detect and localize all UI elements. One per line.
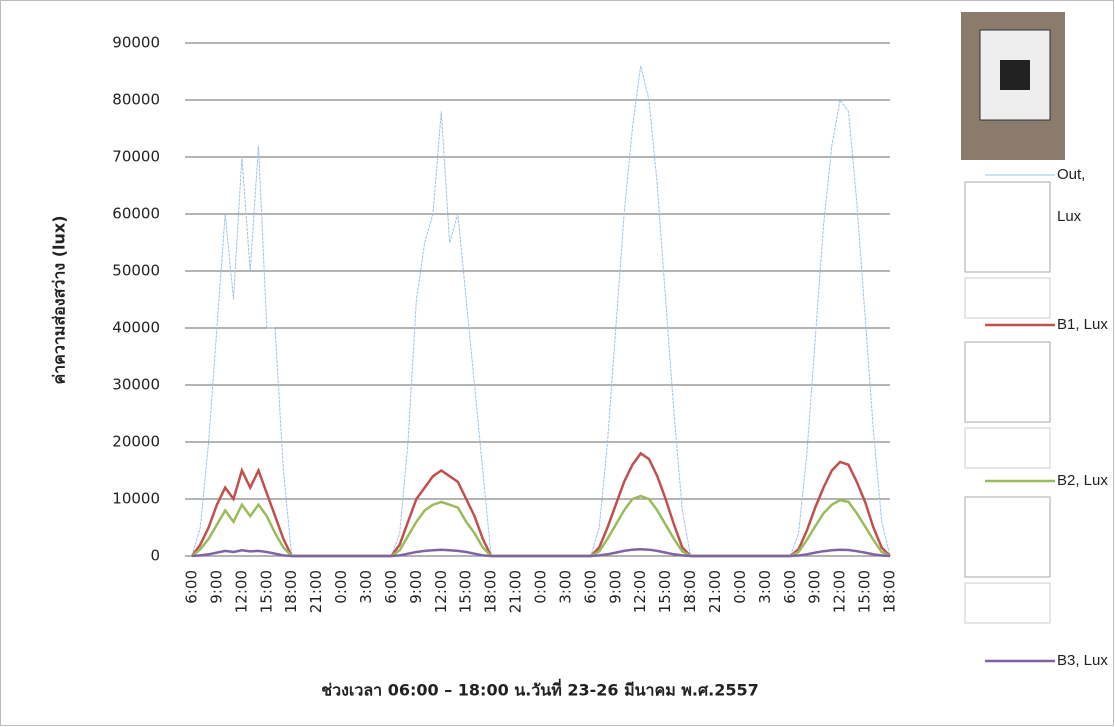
x-tick-label: 6:00 <box>581 570 599 604</box>
photo-grid <box>1000 60 1030 90</box>
x-tick-label: 15:00 <box>656 570 674 613</box>
x-tick-label: 15:00 <box>257 570 275 613</box>
schematic <box>964 181 1051 273</box>
y-tick-label: 80000 <box>112 91 160 109</box>
legend-label: B1, Lux <box>1057 316 1108 333</box>
y-tick-label: 60000 <box>112 205 160 223</box>
legend-label: B3, Lux <box>1057 652 1108 669</box>
schematic <box>964 496 1051 578</box>
legend-label: B2, Lux <box>1057 472 1108 489</box>
y-tick-label: 30000 <box>112 376 160 394</box>
x-tick-label: 3:00 <box>756 570 774 604</box>
x-tick-label: 6:00 <box>183 570 201 604</box>
x-tick-label: 15:00 <box>457 570 475 613</box>
schematic-base <box>964 277 1051 319</box>
x-tick-label: 12:00 <box>831 570 849 613</box>
y-tick-label: 70000 <box>112 148 160 166</box>
x-tick-label: 18:00 <box>482 570 500 613</box>
series-line <box>191 547 891 558</box>
x-tick-label: 21:00 <box>507 570 525 613</box>
x-tick-label: 12:00 <box>631 570 649 613</box>
x-tick-label: 9:00 <box>606 570 624 604</box>
x-tick-label: 6:00 <box>382 570 400 604</box>
x-tick-label: 18:00 <box>681 570 699 613</box>
x-tick-label: 0:00 <box>532 570 550 604</box>
x-axis-title: ช่วงเวลา 06:00 – 18:00 น.วันที่ 23-26 มี… <box>321 679 759 700</box>
x-tick-label: 18:00 <box>282 570 300 613</box>
y-tick-label: 20000 <box>112 433 160 451</box>
x-tick-label: 21:00 <box>307 570 325 613</box>
schematic-base <box>964 427 1051 469</box>
y-axis-title: ค่าความส่องสว่าง (lux) <box>50 215 69 384</box>
x-tick-label: 0:00 <box>332 570 350 604</box>
y-tick-label: 50000 <box>112 262 160 280</box>
x-tick-label: 9:00 <box>806 570 824 604</box>
x-tick-label: 21:00 <box>706 570 724 613</box>
x-tick-label: 3:00 <box>556 570 574 604</box>
y-tick-label: 40000 <box>112 319 160 337</box>
x-tick-label: 12:00 <box>432 570 450 613</box>
schematic-base <box>964 582 1051 624</box>
x-tick-label: 12:00 <box>232 570 250 613</box>
schematic <box>964 341 1051 423</box>
y-tick-label: 90000 <box>112 34 160 52</box>
x-tick-label: 6:00 <box>781 570 799 604</box>
legend-label: Out, Lux <box>1057 166 1086 225</box>
x-tick-label: 15:00 <box>856 570 874 613</box>
x-tick-label: 9:00 <box>207 570 225 604</box>
x-tick-label: 9:00 <box>407 570 425 604</box>
x-tick-label: 3:00 <box>357 570 375 604</box>
legend-images <box>961 12 1065 624</box>
x-tick-label: 0:00 <box>731 570 749 604</box>
x-tick-label: 18:00 <box>881 570 899 613</box>
y-tick-label: 10000 <box>112 490 160 508</box>
y-tick-label: 0 <box>150 547 160 565</box>
